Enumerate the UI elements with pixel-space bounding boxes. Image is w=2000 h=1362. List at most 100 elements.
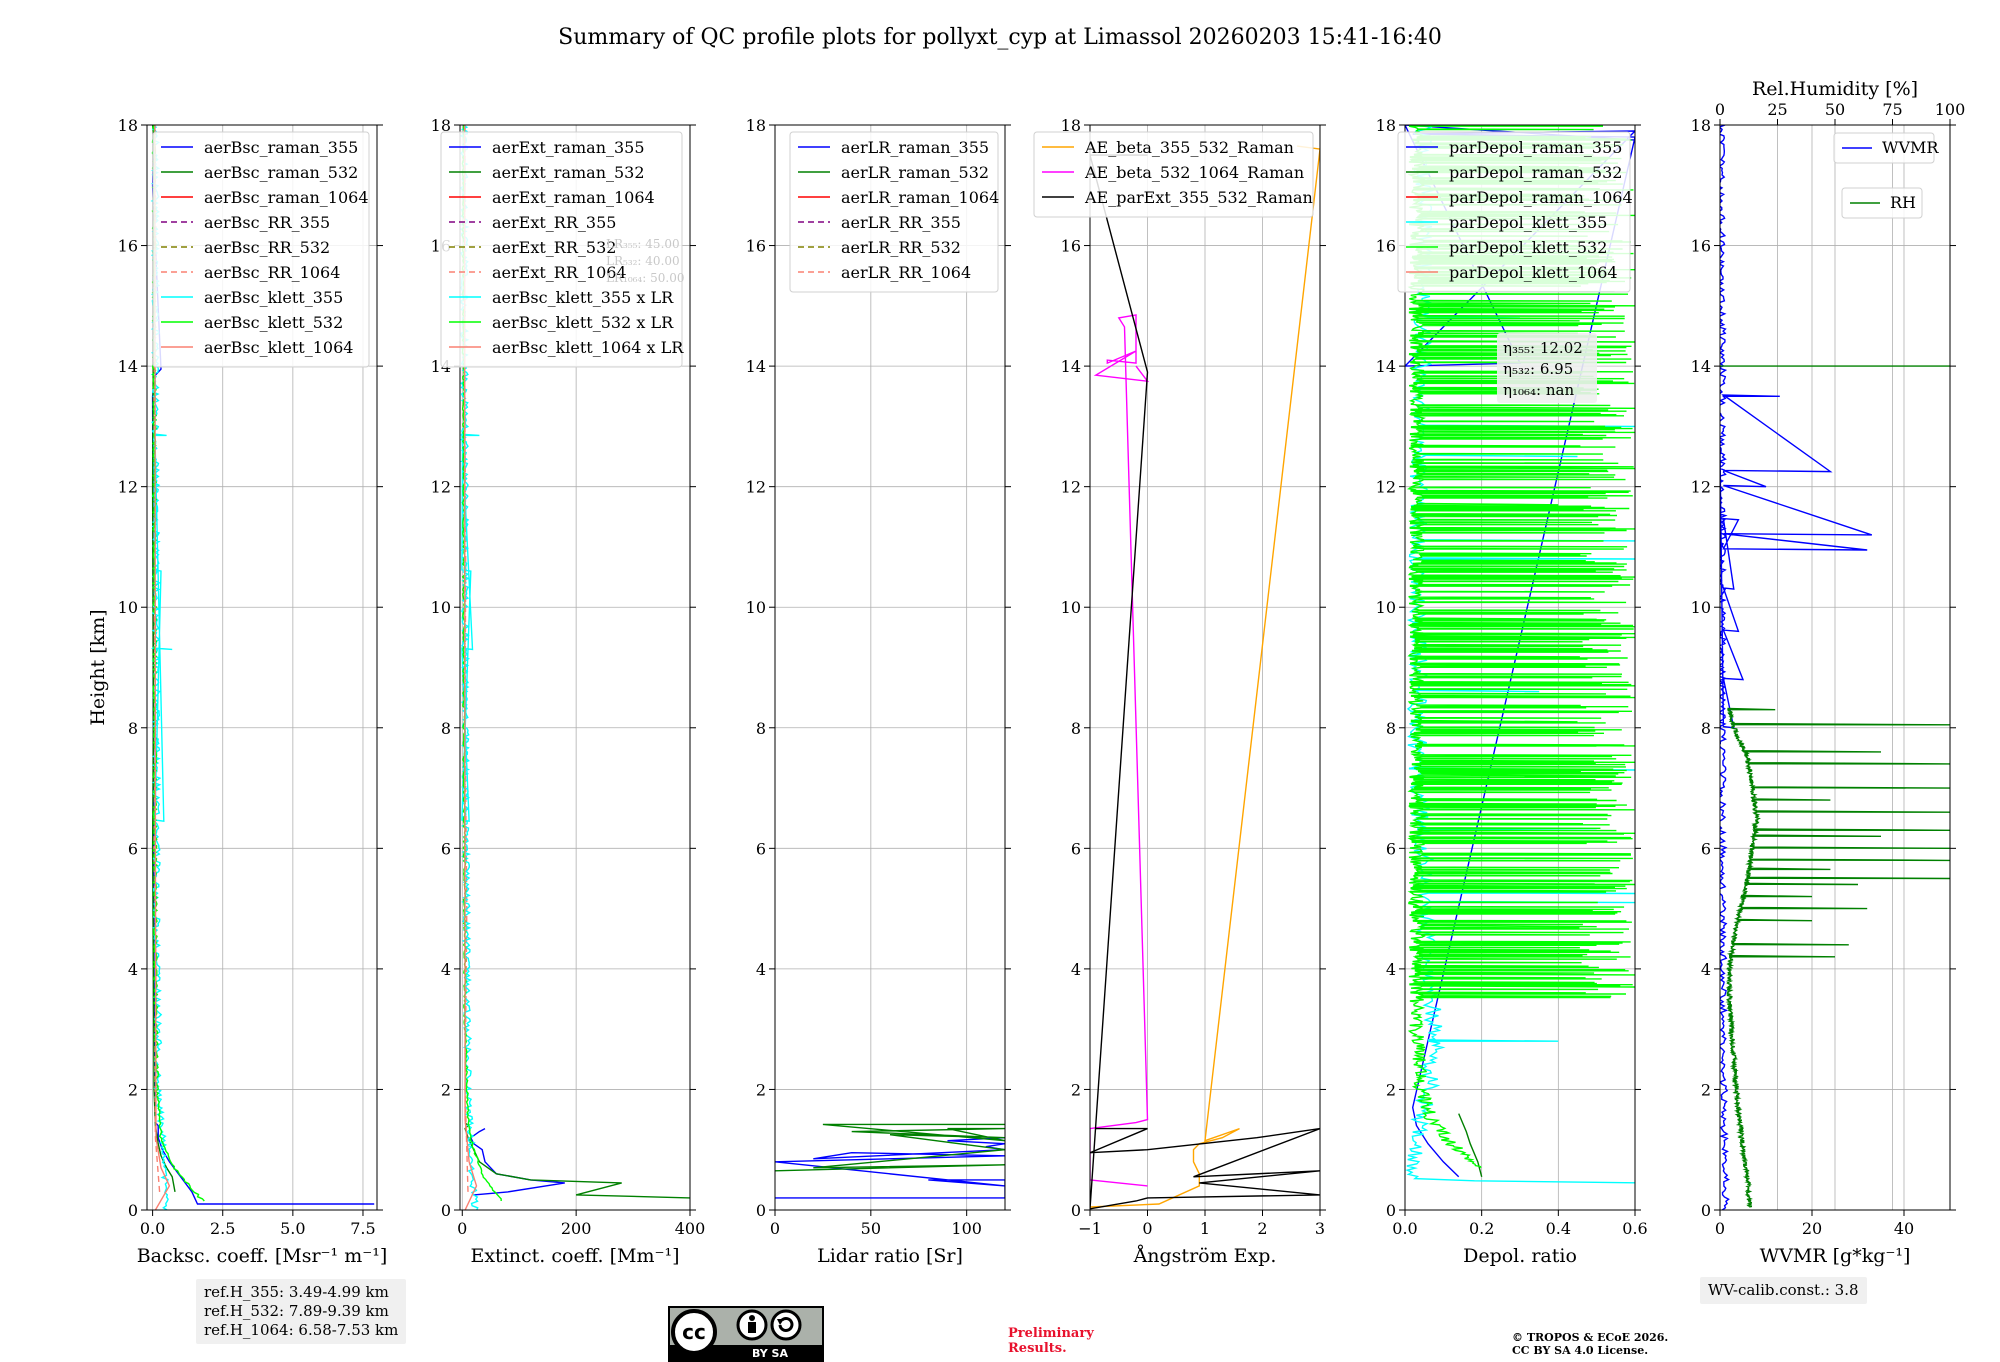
figure-title: Summary of QC profile plots for pollyxt_… xyxy=(558,25,1442,50)
eta-annotation-box xyxy=(1497,333,1597,403)
y-tick-label: 16 xyxy=(1691,237,1711,256)
y-tick-label: 18 xyxy=(118,116,138,135)
eta-annotation: η₅₃₂: 6.95 xyxy=(1503,360,1573,378)
legend-box xyxy=(1833,132,1935,164)
legend-entry: aerLR_RR_355 xyxy=(841,213,961,232)
svg-text:cc: cc xyxy=(682,1320,706,1344)
axes-frame xyxy=(459,124,691,1211)
y-tick-label: 12 xyxy=(746,478,766,497)
y-tick-label: 4 xyxy=(756,960,766,979)
y-tick-label: 6 xyxy=(128,839,138,858)
legend-entry: aerExt_RR_1064 xyxy=(492,263,627,282)
legend-entry: aerBsc_klett_1064 x LR xyxy=(492,338,684,357)
y-tick-label: 16 xyxy=(746,237,766,256)
legend-entry: aerLR_RR_1064 xyxy=(841,263,971,282)
legend-entry: AE_parExt_355_532_Raman xyxy=(1084,188,1313,207)
legend-entry: aerBsc_raman_355 xyxy=(204,138,358,157)
x-tick-label: 0.0 xyxy=(1392,1219,1417,1238)
x-tick-label: 400 xyxy=(675,1219,706,1238)
y-tick-label: 2 xyxy=(128,1080,138,1099)
legend-entry: RH xyxy=(1890,193,1916,212)
legend-entry: aerLR_raman_1064 xyxy=(841,188,999,207)
x-tick-label: 0.6 xyxy=(1622,1219,1647,1238)
y-tick-label: 18 xyxy=(1376,116,1396,135)
panels: 0 2 4 6 8 10 12 14 16 18 0.0 2.5 5.0 7.5 Backsc. coeff… xyxy=(87,78,1965,1267)
y-tick-label: 8 xyxy=(1071,719,1081,738)
x-tick-label: 7.5 xyxy=(350,1219,375,1238)
legend-entry: aerExt_RR_355 xyxy=(492,213,616,232)
legend-entry: aerLR_raman_532 xyxy=(841,163,989,182)
y-tick-label: 16 xyxy=(1061,237,1081,256)
legend-entry: aerBsc_RR_355 xyxy=(204,213,330,232)
ref-height-1064: ref.H_1064: 6.58-7.53 km xyxy=(204,1321,399,1339)
series-line-aerext-raman-355 xyxy=(469,1127,565,1196)
ref-height-532: ref.H_532: 7.89-9.39 km xyxy=(204,1302,389,1320)
x-tick-label: 2.5 xyxy=(210,1219,235,1238)
y-tick-label: 16 xyxy=(1376,237,1396,256)
legend-entry: parDepol_klett_1064 xyxy=(1449,263,1618,282)
legend: aerLR_raman_355 aerLR_raman_532 aerLR_rama… xyxy=(789,131,999,293)
y-tick-label: 12 xyxy=(118,478,138,497)
legend-entry: parDepol_klett_532 xyxy=(1449,238,1607,257)
x-tick-label: 3 xyxy=(1315,1219,1325,1238)
x-tick-label: 0.4 xyxy=(1546,1219,1571,1238)
y-tick-label: 0 xyxy=(441,1201,451,1220)
y-tick-label: 10 xyxy=(431,598,451,617)
x-tick-label: 20 xyxy=(1802,1219,1822,1238)
legend: AE_beta_355_532_Raman AE_beta_532_1064_Ra… xyxy=(1033,131,1314,218)
y-tick-label: 0 xyxy=(1071,1201,1081,1220)
lidar-ratio-annotation: LR₅₃₂: 40.00 xyxy=(606,254,680,268)
preliminary-note: Preliminary Results. xyxy=(1008,1326,1094,1356)
wv-calib-box: WV-calib.const.: 3.8 xyxy=(1700,1277,1867,1304)
y-tick-label: 14 xyxy=(1691,357,1711,376)
legend-entry: AE_beta_355_532_Raman xyxy=(1084,138,1294,157)
license-badge-label: BY SA xyxy=(752,1347,789,1360)
panel-2: 0246810121416180200400Extinct. coeff. [M… xyxy=(431,116,706,1267)
axes-frame xyxy=(146,124,378,1211)
ref-height-355: ref.H_355: 3.49-4.99 km xyxy=(204,1283,389,1301)
legend-box xyxy=(440,131,683,368)
legend: parDepol_raman_355 parDepol_raman_532 parD… xyxy=(1397,131,1633,293)
y-tick-label: 2 xyxy=(1071,1080,1081,1099)
legend-entry: parDepol_raman_355 xyxy=(1449,138,1622,157)
x-tick-label: 40 xyxy=(1894,1219,1914,1238)
y-tick-label: 8 xyxy=(1386,719,1396,738)
series-line-pardepol-raman-532 xyxy=(1458,1113,1483,1177)
x-tick-label: 0 xyxy=(1715,1219,1725,1238)
series-line-aerbsc-klett-1064-x-lr xyxy=(463,125,478,1210)
y-tick-label: 2 xyxy=(756,1080,766,1099)
y-tick-label: 4 xyxy=(1386,960,1396,979)
y-tick-label: 2 xyxy=(441,1080,451,1099)
legend-entry: aerBsc_klett_355 xyxy=(204,288,343,307)
y-tick-label: 6 xyxy=(441,839,451,858)
y-tick-label: 10 xyxy=(1691,598,1711,617)
legend-entry: aerLR_raman_355 xyxy=(841,138,989,157)
y-tick-label: 2 xyxy=(1701,1080,1711,1099)
x-tick-label: 200 xyxy=(561,1219,592,1238)
series-line-wvmr xyxy=(1720,125,1873,1210)
cc-license-badge: cc BY SA xyxy=(668,1306,824,1362)
series-line-aerext-raman-532 xyxy=(464,1122,690,1199)
x2-tick-label: 100 xyxy=(1935,100,1966,119)
copyright-line-2: CC BY SA 4.0 License. xyxy=(1512,1344,1649,1357)
y-tick-label: 6 xyxy=(1386,839,1396,858)
x-tick-label: 0.0 xyxy=(140,1219,165,1238)
x-axis-label: Backsc. coeff. [Msr⁻¹ m⁻¹] xyxy=(137,1245,388,1267)
x-tick-label: 5.0 xyxy=(280,1219,305,1238)
y-tick-label: 10 xyxy=(1376,598,1396,617)
legend-entry: aerExt_RR_532 xyxy=(492,238,616,257)
y-tick-label: 16 xyxy=(118,237,138,256)
y-tick-label: 18 xyxy=(1691,116,1711,135)
plot-area xyxy=(1720,125,1950,1210)
cc-icon xyxy=(671,1309,717,1355)
legend-entry: parDepol_raman_532 xyxy=(1449,163,1622,182)
eta-annotation: η₃₅₅: 12.02 xyxy=(1503,339,1583,357)
x-tick-label: 2 xyxy=(1257,1219,1267,1238)
y-axis-label: Height [km] xyxy=(87,609,109,725)
panel-1: 0 2 4 6 8 10 12 14 16 18 0.0 2.5 5.0 7.5 Backsc. coeff… xyxy=(87,116,387,1267)
legend-entry: aerExt_raman_355 xyxy=(492,138,645,157)
legend-entry: aerExt_raman_532 xyxy=(492,163,645,182)
preliminary-line-2: Results. xyxy=(1008,1341,1067,1356)
panel-3: 0 2 4 6 8 10 12 14 16 18 0 50 100 Lidar ratio [Sr] aer… xyxy=(746,116,1011,1267)
